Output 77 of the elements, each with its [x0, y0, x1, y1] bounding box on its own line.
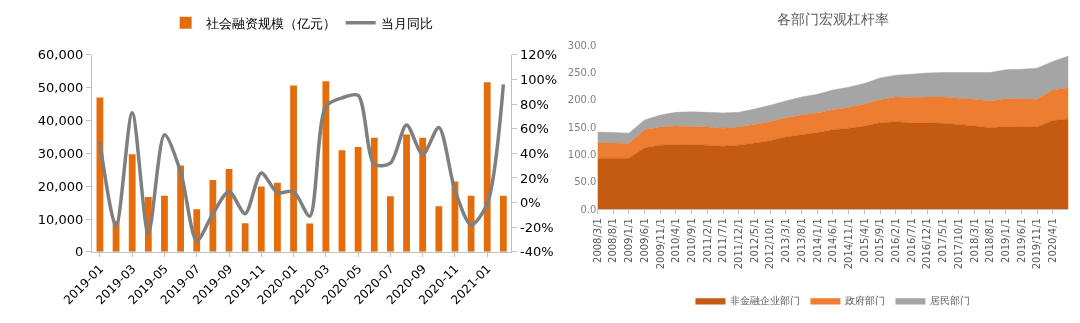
x-tick-label: 2012/5/1	[748, 218, 760, 263]
x-tick-label: 2020/4/1	[1047, 218, 1059, 263]
bar	[435, 206, 443, 252]
x-tick-label: 2019/1/1	[999, 218, 1011, 263]
x-tick-label: 2009/1/1	[623, 218, 635, 263]
bar	[128, 154, 136, 252]
line-series	[98, 82, 506, 243]
y-tick-label: 250.0	[567, 67, 597, 78]
bar	[419, 137, 427, 252]
y-tick-label: 10,000	[37, 211, 84, 227]
x-tick-label: 2014/11/1	[842, 218, 854, 270]
x-tick-label: 2008/8/1	[607, 218, 619, 263]
x-tick-label: 2015/9/1	[874, 218, 886, 263]
x-tick-label: 2009/6/1	[638, 218, 650, 263]
x-tick-label: 2018/8/1	[984, 218, 996, 263]
bar	[499, 195, 507, 252]
y2-tick-label: 0%	[520, 195, 541, 211]
x-tick-label: 2012/10/1	[764, 218, 776, 270]
x-tick-label: 2017/10/1	[952, 218, 964, 270]
x-tick-label: 2015/4/1	[858, 218, 870, 263]
bar	[483, 82, 491, 252]
y-tick-label: 50.0	[574, 176, 597, 188]
x-tick-label: 2008/3/1	[591, 218, 603, 263]
bar	[322, 81, 330, 252]
y2-tick-label: 60%	[520, 121, 549, 137]
x-tick-label: 2016/2/1	[890, 218, 902, 263]
legend-label: 当月同比	[380, 15, 433, 31]
y-tick-label: 150.0	[567, 121, 597, 133]
y-tick-label: 200.0	[567, 94, 597, 106]
y2-tick-label: 20%	[520, 170, 549, 186]
x-tick-label: 2019/11/1	[1031, 218, 1043, 270]
legend-label: 居民部门	[930, 295, 971, 307]
bar	[241, 223, 249, 252]
y-tick-label: 20,000	[37, 178, 84, 194]
legend-label: 政府部门	[845, 295, 886, 307]
y-tick-label: 40,000	[37, 113, 84, 128]
x-tick-label: 2018/3/1	[968, 218, 980, 263]
y-tick-label: 0	[74, 244, 84, 260]
y2-tick-label: 100%	[520, 71, 558, 87]
x-tick-label: 2014/6/1	[827, 218, 839, 263]
x-tick-label: 2019/6/1	[1015, 218, 1027, 263]
bar	[354, 147, 362, 252]
bar	[387, 196, 394, 252]
chart-title: 各部门宏观杠杆率	[777, 11, 889, 27]
y2-tick-label: 80%	[520, 96, 549, 112]
bar	[209, 179, 217, 252]
x-tick-label: 2017/5/1	[937, 218, 949, 263]
bar	[306, 223, 314, 252]
bar	[370, 137, 378, 252]
x-tick-label: 2014/1/1	[811, 218, 823, 263]
y-tick-label: 50,000	[37, 80, 84, 96]
x-tick-label: 2010/4/1	[670, 218, 682, 263]
y-tick-label: 0.0	[580, 203, 597, 215]
x-tick-label: 2013/3/1	[780, 218, 792, 263]
y2-tick-label: -40%	[520, 244, 554, 260]
y-tick-label: 30,000	[37, 145, 84, 161]
x-tick-label: 2011/7/1	[717, 218, 729, 263]
x-tick-label: 2010/9/1	[685, 218, 697, 263]
y-tick-label: 300.0	[567, 39, 597, 51]
x-tick-label: 2011/12/1	[733, 218, 745, 270]
bar	[290, 85, 297, 252]
y2-tick-label: -20%	[520, 219, 554, 235]
y-tick-label: 100.0	[567, 148, 597, 160]
x-tick-label: 2016/7/1	[905, 218, 917, 263]
x-tick-label: 2009/11/1	[654, 218, 666, 270]
bar	[161, 195, 168, 252]
legend-label: 非金融企业部门	[730, 295, 801, 307]
bar	[257, 186, 265, 252]
y-tick-label: 60,000	[37, 47, 84, 63]
y2-tick-label: 120%	[520, 47, 558, 63]
bar	[274, 182, 281, 252]
legend-label: 社会融资规模（亿元）	[205, 15, 336, 31]
y2-tick-label: 40%	[520, 145, 549, 161]
bar	[403, 134, 410, 252]
x-tick-label: 2011/2/1	[701, 218, 713, 263]
x-tick-label: 2013/8/1	[795, 218, 807, 263]
x-tick-label: 2016/12/1	[921, 218, 933, 270]
